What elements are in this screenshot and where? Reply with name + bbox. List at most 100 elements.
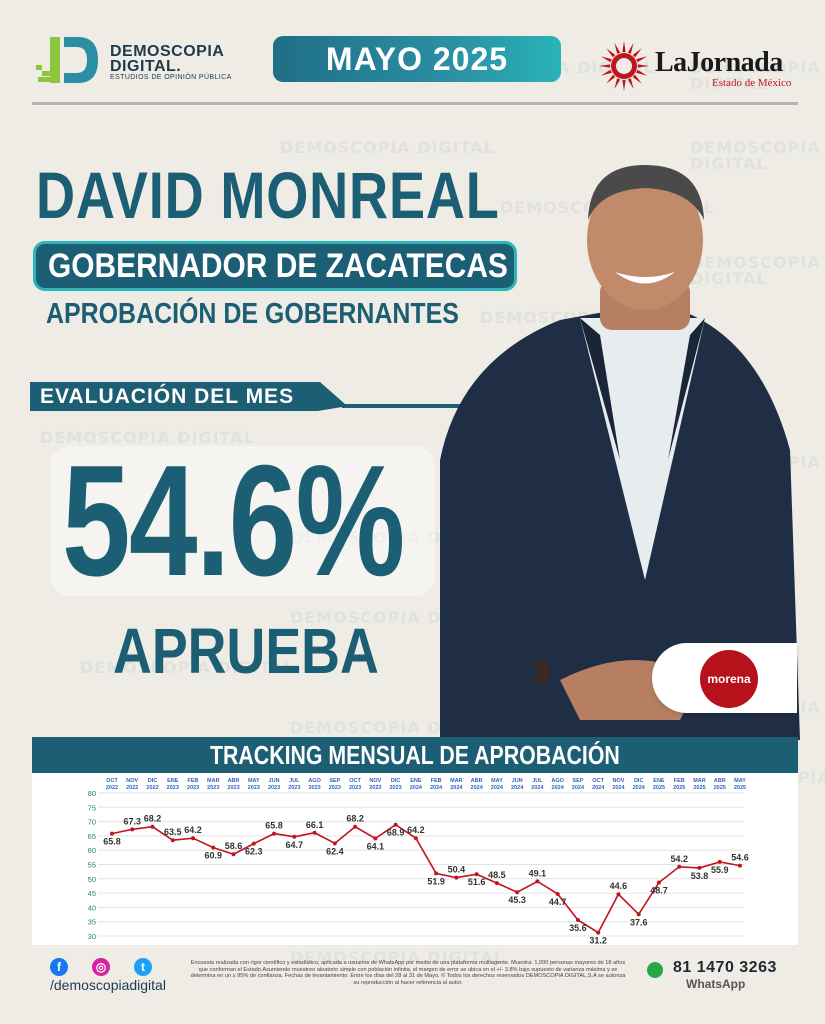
data-label: 65.8 <box>103 837 121 847</box>
sun-ray <box>622 79 626 91</box>
x-tick-month: OCT <box>106 778 118 784</box>
data-label: 60.9 <box>205 851 223 861</box>
partner-subtitle: Estado de México <box>712 77 792 89</box>
twitter-icon[interactable]: t <box>134 958 152 976</box>
data-point <box>596 930 601 935</box>
evaluation-label: EVALUACIÓN DEL MES <box>40 385 295 408</box>
evaluation-band <box>30 382 470 411</box>
data-point <box>738 863 742 868</box>
x-tick-year: 2022 <box>126 785 138 791</box>
instagram-icon[interactable]: ◎ <box>92 958 110 976</box>
sun-ray <box>600 56 612 63</box>
data-label: 48.7 <box>650 886 668 896</box>
data-label: 37.6 <box>630 917 648 927</box>
x-tick-year: 2023 <box>167 785 179 791</box>
chart-title: TRACKING MENSUAL DE APROBACIÓN <box>210 740 620 770</box>
approval-caption: APRUEBA <box>113 615 379 687</box>
x-tick-month: ABR <box>228 778 240 784</box>
whatsapp-label: WhatsApp <box>686 977 746 991</box>
y-tick-label: 65 <box>88 832 96 841</box>
x-tick-month: AGO <box>308 778 321 784</box>
politician-name: DAVID MONREAL <box>36 158 500 232</box>
x-tick-month: NOV <box>612 778 624 784</box>
brand-name-line1: DEMOSCOPIA <box>110 43 225 60</box>
data-point <box>110 831 114 836</box>
x-tick-month: FEB <box>188 778 199 784</box>
x-tick-month: DIC <box>148 778 158 784</box>
y-tick-label: 55 <box>88 861 96 870</box>
x-tick-month: ENE <box>167 778 179 784</box>
data-label: 35.6 <box>569 923 587 933</box>
x-tick-month: ABR <box>714 778 726 784</box>
sun-ray <box>636 56 648 63</box>
sun-ray <box>637 64 649 68</box>
role-text: GOBERNADOR DE ZACATECAS <box>48 247 508 285</box>
data-point <box>191 836 196 841</box>
x-tick-year: 2024 <box>491 785 504 791</box>
data-label: 68.2 <box>346 814 364 824</box>
data-label: 64.2 <box>184 825 202 835</box>
x-tick-year: 2023 <box>207 785 219 791</box>
x-tick-year: 2024 <box>430 785 443 791</box>
x-tick-month: JUL <box>289 778 300 784</box>
x-tick-month: OCT <box>349 778 361 784</box>
x-tick-month: FEB <box>431 778 442 784</box>
social-handle[interactable]: /demoscopiadigital <box>50 977 166 993</box>
politician-photo <box>440 165 800 740</box>
data-point <box>413 836 418 841</box>
x-tick-year: 2024 <box>572 785 585 791</box>
jornada-sun-logo-icon <box>599 41 649 91</box>
x-tick-month: ABR <box>471 778 483 784</box>
data-label: 62.4 <box>326 846 344 856</box>
methodology-note: Encuesta realizada con rigor científico … <box>190 960 626 986</box>
section-subtitle: APROBACIÓN DE GOBERNANTES <box>46 298 459 330</box>
data-point <box>535 879 540 884</box>
sun-ray <box>636 69 648 76</box>
y-tick-label: 40 <box>88 903 96 912</box>
x-tick-year: 2024 <box>410 785 423 791</box>
data-label: 51.6 <box>468 877 486 887</box>
x-tick-month: JUN <box>512 778 523 784</box>
watermark-text: DEMOSCOPIA DIGITAL <box>690 58 821 93</box>
x-tick-year: 2022 <box>106 785 118 791</box>
facebook-icon[interactable]: f <box>50 958 68 976</box>
brand-name-line2: DIGITAL. <box>110 58 182 75</box>
data-label: 68.9 <box>387 828 405 838</box>
data-point <box>616 892 621 897</box>
data-label: 55.9 <box>711 865 729 875</box>
data-point <box>717 859 722 864</box>
data-label: 63.5 <box>164 827 182 837</box>
data-label: 66.1 <box>306 820 324 830</box>
demoscopia-logo-icon <box>36 37 98 83</box>
data-point <box>353 824 358 829</box>
data-point <box>373 836 378 841</box>
x-tick-month: MAY <box>248 778 260 784</box>
data-point <box>697 865 702 870</box>
x-tick-month: JUN <box>269 778 280 784</box>
data-point <box>474 872 479 877</box>
data-point <box>251 841 256 846</box>
partner-logo-text: LaJornada <box>655 47 783 78</box>
x-tick-year: 2025 <box>693 785 705 791</box>
x-tick-year: 2023 <box>227 785 239 791</box>
x-tick-year: 2023 <box>349 785 361 791</box>
data-point <box>150 824 155 829</box>
data-label: 64.1 <box>367 841 385 851</box>
x-tick-year: 2023 <box>268 785 280 791</box>
y-tick-label: 70 <box>88 818 96 827</box>
x-tick-year: 2022 <box>146 785 158 791</box>
data-point <box>515 890 520 895</box>
x-tick-year: 2023 <box>187 785 199 791</box>
data-point <box>272 831 277 836</box>
x-tick-year: 2023 <box>389 785 401 791</box>
approval-line-chart: 3035404550556065707580OCT2022NOV2022DIC2… <box>88 778 749 945</box>
data-label: 49.1 <box>529 868 547 878</box>
whatsapp-number[interactable]: 81 1470 3263 <box>673 959 777 976</box>
data-label: 48.5 <box>488 870 506 880</box>
data-point <box>494 881 499 886</box>
data-point <box>656 880 661 885</box>
watermark-text: DEMOSCOPIA DIGITAL <box>280 138 495 157</box>
data-label: 68.2 <box>144 814 162 824</box>
x-tick-month: NOV <box>126 778 138 784</box>
x-tick-year: 2023 <box>248 785 260 791</box>
